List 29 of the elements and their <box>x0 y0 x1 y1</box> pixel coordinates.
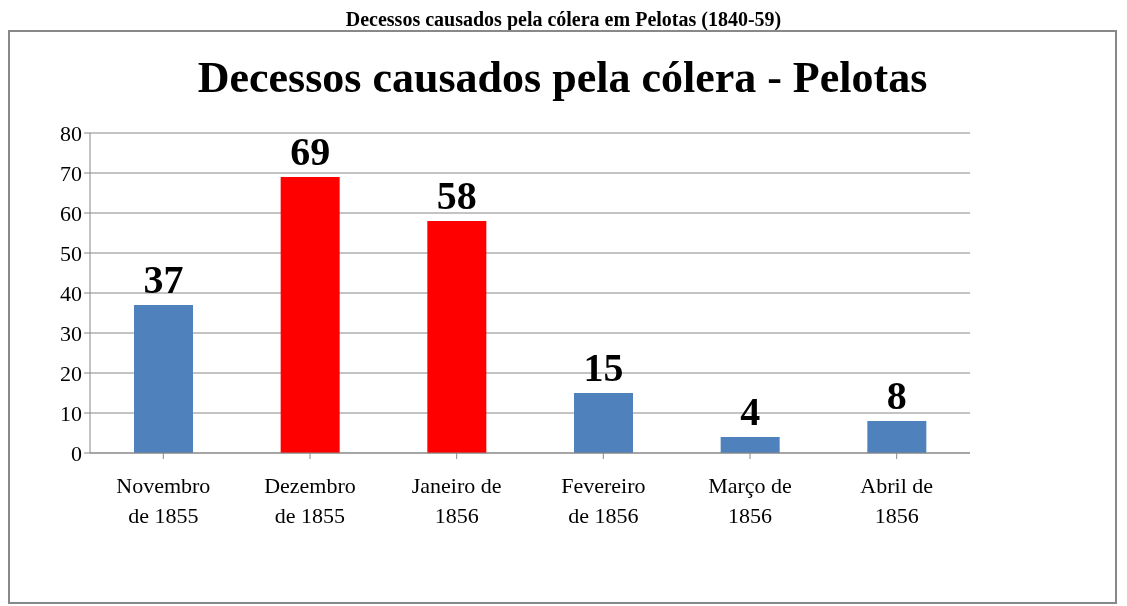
data-label: 15 <box>583 345 624 390</box>
x-tick-label: Novembro de 1855 <box>116 473 211 528</box>
y-tick-label: 0 <box>71 440 82 466</box>
y-tick-label: 10 <box>60 400 82 426</box>
y-tick-label: 80 <box>60 120 82 146</box>
x-tick-label: Dezembro de 1855 <box>264 473 356 528</box>
bar <box>574 393 633 453</box>
chart-title: Decessos causados pela cólera - Pelotas <box>196 52 929 103</box>
bar <box>720 437 780 453</box>
y-tick-label: 50 <box>60 240 82 266</box>
data-label: 37 <box>143 257 184 302</box>
data-label: 58 <box>436 173 477 218</box>
x-tick-label: Abril de 1856 <box>860 473 934 528</box>
data-label: 69 <box>290 129 331 174</box>
x-tick-label: Fevereiro de 1856 <box>561 473 646 528</box>
y-tick-label: 70 <box>60 160 82 186</box>
bar <box>427 221 487 453</box>
data-label: 8 <box>886 373 907 418</box>
text: Decessos causados pela cólera em Pelotas (1840-59) <box>344 8 783 30</box>
x-tick-label: Janeiro de 1856 <box>411 473 502 528</box>
data-label: 4 <box>740 389 761 434</box>
x-tick-label: Março de 1856 <box>708 473 792 528</box>
y-tick-label: 60 <box>60 200 82 226</box>
y-tick-label: 30 <box>60 320 82 346</box>
bar <box>134 305 193 453</box>
y-tick-label: 40 <box>60 280 82 306</box>
bar <box>867 421 927 453</box>
y-tick-label: 20 <box>60 360 82 386</box>
bar <box>280 177 340 453</box>
